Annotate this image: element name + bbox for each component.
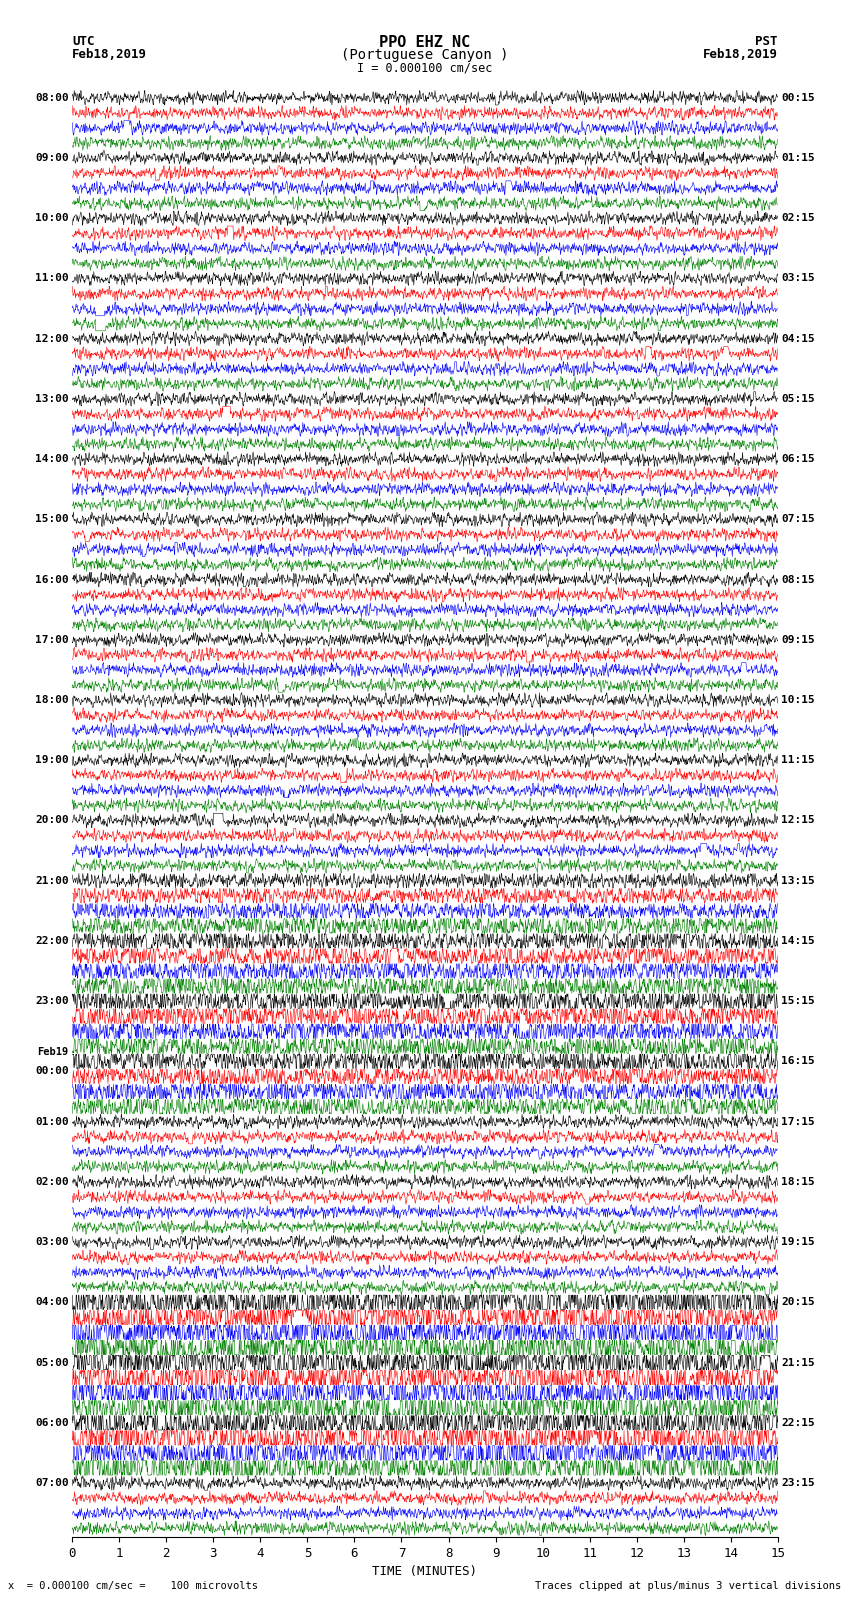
Text: Feb18,2019: Feb18,2019 — [72, 48, 147, 61]
Text: 09:00: 09:00 — [35, 153, 69, 163]
Text: 12:00: 12:00 — [35, 334, 69, 344]
Text: 08:00: 08:00 — [35, 94, 69, 103]
Text: 04:00: 04:00 — [35, 1297, 69, 1307]
Text: 07:15: 07:15 — [781, 515, 815, 524]
Text: 14:00: 14:00 — [35, 455, 69, 465]
Text: 02:00: 02:00 — [35, 1177, 69, 1187]
Text: 13:15: 13:15 — [781, 876, 815, 886]
Text: 22:00: 22:00 — [35, 936, 69, 945]
Text: 00:00: 00:00 — [35, 1066, 69, 1076]
Text: 08:15: 08:15 — [781, 574, 815, 584]
Text: 13:00: 13:00 — [35, 394, 69, 403]
Text: 10:15: 10:15 — [781, 695, 815, 705]
X-axis label: TIME (MINUTES): TIME (MINUTES) — [372, 1566, 478, 1579]
Text: 01:00: 01:00 — [35, 1116, 69, 1126]
Text: PPO EHZ NC: PPO EHZ NC — [379, 35, 471, 50]
Text: Feb18,2019: Feb18,2019 — [703, 48, 778, 61]
Text: 19:00: 19:00 — [35, 755, 69, 765]
Text: 15:00: 15:00 — [35, 515, 69, 524]
Text: 04:15: 04:15 — [781, 334, 815, 344]
Text: 10:00: 10:00 — [35, 213, 69, 223]
Text: 05:15: 05:15 — [781, 394, 815, 403]
Text: 03:00: 03:00 — [35, 1237, 69, 1247]
Text: 20:00: 20:00 — [35, 816, 69, 826]
Text: 21:15: 21:15 — [781, 1358, 815, 1368]
Text: 20:15: 20:15 — [781, 1297, 815, 1307]
Text: 14:15: 14:15 — [781, 936, 815, 945]
Text: 17:00: 17:00 — [35, 636, 69, 645]
Text: 00:15: 00:15 — [781, 94, 815, 103]
Text: Traces clipped at plus/minus 3 vertical divisions: Traces clipped at plus/minus 3 vertical … — [536, 1581, 842, 1590]
Text: 06:15: 06:15 — [781, 455, 815, 465]
Text: I = 0.000100 cm/sec: I = 0.000100 cm/sec — [357, 61, 493, 74]
Text: 23:15: 23:15 — [781, 1478, 815, 1487]
Text: 12:15: 12:15 — [781, 816, 815, 826]
Text: 06:00: 06:00 — [35, 1418, 69, 1428]
Text: 01:15: 01:15 — [781, 153, 815, 163]
Text: 16:00: 16:00 — [35, 574, 69, 584]
Text: 11:00: 11:00 — [35, 274, 69, 284]
Text: 03:15: 03:15 — [781, 274, 815, 284]
Text: 17:15: 17:15 — [781, 1116, 815, 1126]
Text: 18:15: 18:15 — [781, 1177, 815, 1187]
Text: UTC: UTC — [72, 35, 94, 48]
Text: 09:15: 09:15 — [781, 636, 815, 645]
Text: 23:00: 23:00 — [35, 997, 69, 1007]
Text: 18:00: 18:00 — [35, 695, 69, 705]
Text: 16:15: 16:15 — [781, 1057, 815, 1066]
Text: 02:15: 02:15 — [781, 213, 815, 223]
Text: 15:15: 15:15 — [781, 997, 815, 1007]
Text: Feb19: Feb19 — [37, 1047, 69, 1057]
Text: PST: PST — [756, 35, 778, 48]
Text: 21:00: 21:00 — [35, 876, 69, 886]
Text: x  = 0.000100 cm/sec =    100 microvolts: x = 0.000100 cm/sec = 100 microvolts — [8, 1581, 258, 1590]
Text: 05:00: 05:00 — [35, 1358, 69, 1368]
Text: 19:15: 19:15 — [781, 1237, 815, 1247]
Text: 11:15: 11:15 — [781, 755, 815, 765]
Text: 07:00: 07:00 — [35, 1478, 69, 1487]
Text: 22:15: 22:15 — [781, 1418, 815, 1428]
Text: (Portuguese Canyon ): (Portuguese Canyon ) — [341, 48, 509, 63]
